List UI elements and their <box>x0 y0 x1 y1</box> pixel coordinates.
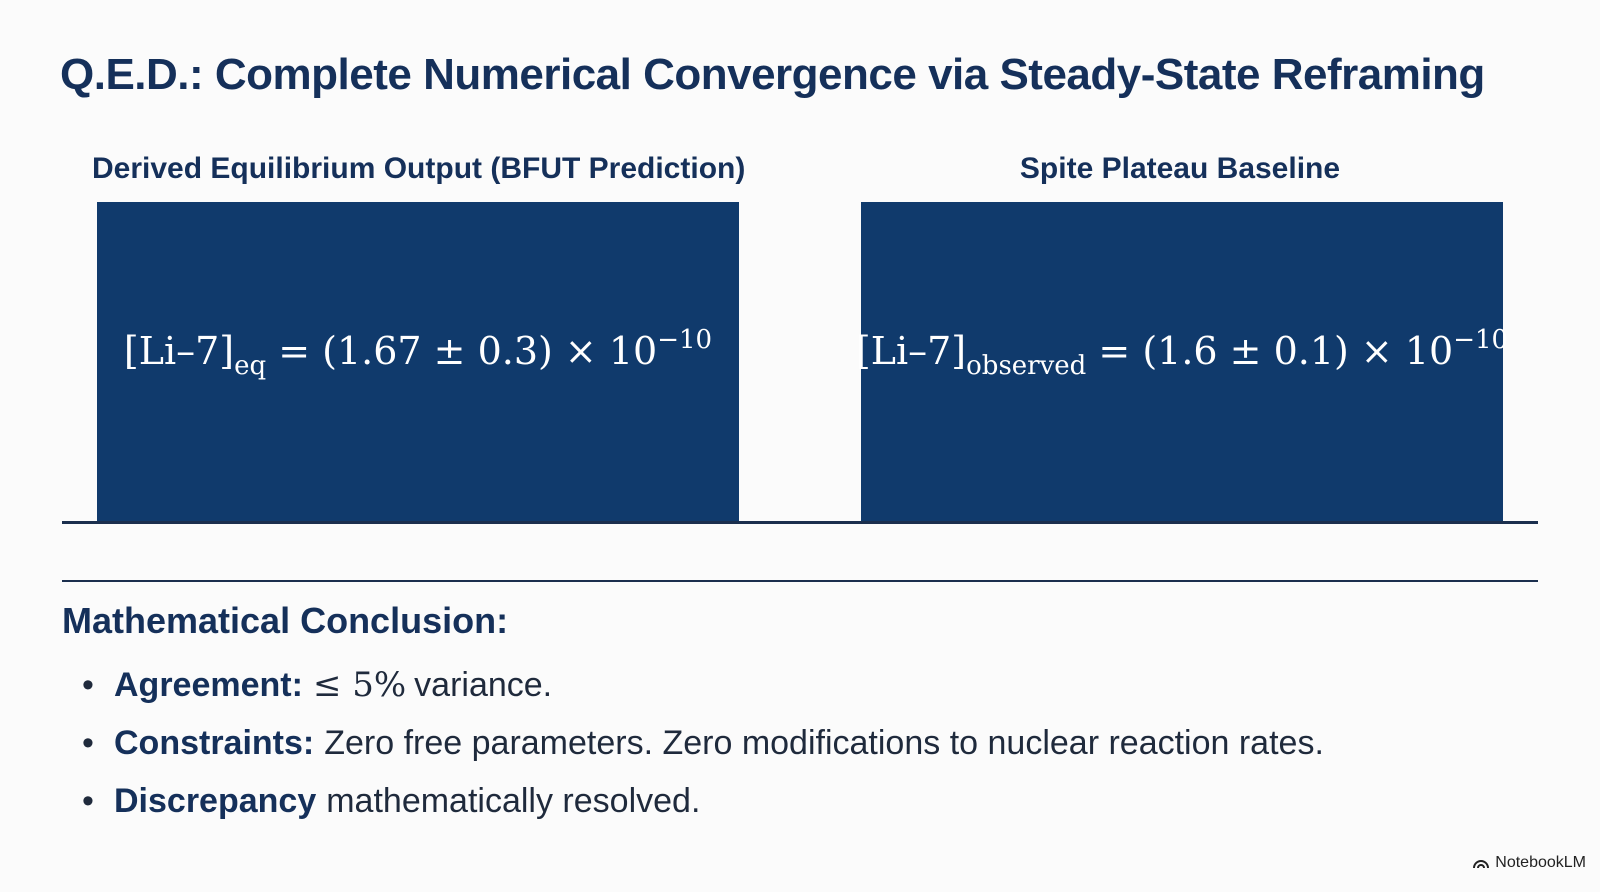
bullet-key: Agreement: <box>114 666 303 704</box>
slide-title: Q.E.D.: Complete Numerical Convergence v… <box>60 50 1485 99</box>
formula-exponent: −10 <box>657 325 713 355</box>
formula-subscript: eq <box>234 351 267 381</box>
section-divider <box>62 580 1538 582</box>
bullet-icon: • <box>82 666 94 704</box>
panel-label-bfut-prediction: Derived Equilibrium Output (BFUT Predict… <box>92 152 746 185</box>
watermark-text: NotebookLM <box>1495 854 1586 871</box>
panel-spite-plateau: [Li–7]observed = (1.6 ± 0.1) × 10−10 <box>856 202 1508 524</box>
bullet-key: Constraints: <box>114 724 315 762</box>
conclusion-heading: Mathematical Conclusion: <box>62 600 509 641</box>
bullet-icon: • <box>82 782 94 820</box>
notebooklm-watermark: NotebookLM <box>1473 854 1586 872</box>
formula-subscript: observed <box>966 351 1087 381</box>
formula-value: = (1.6 ± 0.1) × 10 <box>1086 329 1454 373</box>
bullet-key: Discrepancy <box>114 782 317 820</box>
formula-base: [Li–7] <box>123 329 235 373</box>
bullet-icon: • <box>82 724 94 762</box>
bullet-text: variance. <box>414 666 553 704</box>
notebooklm-logo-icon <box>1473 857 1490 869</box>
bullet-text: mathematically resolved. <box>326 782 701 820</box>
formula-base: [Li–7] <box>855 329 967 373</box>
formula-exponent: −10 <box>1453 325 1509 355</box>
list-item-agreement: • Agreement: ≤ 5% variance. <box>82 656 1324 714</box>
formula-li7-observed: [Li–7]observed = (1.6 ± 0.1) × 10−10 <box>856 325 1508 381</box>
list-item-constraints: • Constraints: Zero free parameters. Zer… <box>82 714 1324 772</box>
list-item-discrepancy: • Discrepancy mathematically resolved. <box>82 772 1324 830</box>
baseline-axis <box>62 521 1538 524</box>
formula-value: = (1.67 ± 0.3) × 10 <box>266 329 658 373</box>
bullet-text: Zero free parameters. Zero modifications… <box>324 724 1324 762</box>
formula-li7-equilibrium: [Li–7]eq = (1.67 ± 0.3) × 10−10 <box>124 325 712 381</box>
conclusion-list: • Agreement: ≤ 5% variance. • Constraint… <box>82 656 1324 830</box>
panel-bfut-prediction: [Li–7]eq = (1.67 ± 0.3) × 10−10 <box>97 202 739 524</box>
panel-label-spite-plateau: Spite Plateau Baseline <box>1019 152 1341 185</box>
bullet-math: ≤ 5% <box>312 665 407 705</box>
